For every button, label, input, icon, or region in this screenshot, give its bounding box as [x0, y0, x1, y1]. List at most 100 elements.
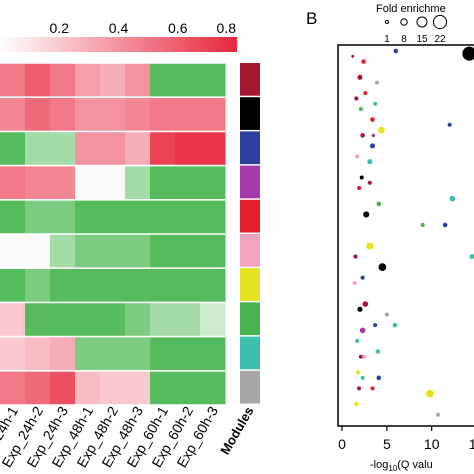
scatter-point	[426, 389, 434, 398]
heatmap-cells	[0, 63, 226, 406]
heatmap-cell	[175, 199, 201, 235]
colorbar-ticks: 0.2 0.4 0.6 0.8	[50, 20, 237, 36]
scatter-point	[363, 91, 368, 96]
module-color-bar	[240, 234, 260, 267]
x-axis-ticks: 0 5 10 15	[338, 426, 474, 452]
heatmap-cell	[0, 131, 26, 167]
heatmap-cell	[125, 165, 151, 201]
heatmap-cell	[0, 234, 26, 269]
scatter-point	[449, 195, 456, 202]
heatmap-cell	[50, 63, 76, 98]
scatter-point	[378, 263, 387, 271]
heatmap-cell	[25, 131, 51, 167]
heatmap-cell	[0, 370, 26, 406]
size-legend-circle	[416, 16, 428, 28]
heatmap-cell	[200, 63, 226, 98]
scatter-point	[370, 386, 375, 391]
heatmap-cell	[75, 131, 101, 167]
size-legend-label: 8	[401, 34, 407, 45]
scatter-point	[355, 154, 360, 159]
heatmap-cell	[125, 199, 151, 235]
colorbar-tick-label: 0.8	[217, 20, 237, 36]
scatter-point	[374, 80, 380, 85]
scatter-point	[447, 122, 452, 127]
heatmap-cell	[75, 336, 101, 372]
plot-frame	[337, 44, 474, 427]
scatter-point	[370, 117, 375, 122]
heatmap-cell	[175, 97, 201, 132]
heatmap-cell	[25, 370, 51, 406]
heatmap-cell	[175, 268, 201, 303]
heatmap-cell	[150, 131, 176, 167]
heatmap-cell	[25, 302, 51, 338]
module-color-bar	[240, 268, 260, 301]
module-color-bar	[240, 199, 260, 233]
module-color-bar	[240, 131, 260, 165]
module-color-bar	[240, 63, 260, 96]
heatmap-cell	[0, 97, 26, 132]
scatter-point	[356, 370, 361, 375]
heatmap-grid	[0, 62, 239, 406]
heatmap-cell	[125, 63, 151, 98]
heatmap-cell	[75, 302, 101, 338]
heatmap-cell	[50, 370, 76, 406]
heatmap-cell	[100, 97, 126, 132]
scatter-point	[362, 354, 367, 359]
heatmap-cell	[25, 268, 51, 303]
module-color-bar	[240, 370, 260, 404]
heatmap-cell	[50, 302, 76, 338]
scatter-point	[357, 74, 363, 80]
x-tick-label: 10	[424, 436, 440, 452]
heatmap-cell	[150, 234, 176, 269]
scatter-point	[367, 180, 372, 185]
scatter-point	[378, 126, 385, 134]
x-tick-label: 15	[469, 436, 474, 452]
module-color-bar	[240, 336, 260, 370]
colorbar-tick-label: 0.6	[168, 20, 188, 36]
scatter-point	[353, 254, 358, 259]
size-legend-label: 1	[384, 34, 390, 45]
size-legend: 1 8 15 22	[384, 14, 448, 45]
scatter-point	[371, 133, 376, 138]
heatmap-cell	[200, 336, 226, 372]
scatter-point	[354, 96, 359, 101]
scatter-point	[359, 175, 364, 180]
heatmap-panel: 0.2 0.4 0.6 0.8 24h-1Exp_24h-2Exp_24h-3Exp_…	[0, 20, 260, 470]
heatmap-cell	[50, 268, 76, 303]
panel-label-b: B	[306, 9, 317, 28]
heatmap-cell	[25, 234, 51, 269]
heatmap-cell	[50, 131, 76, 167]
heatmap-cell	[200, 97, 226, 132]
scatter-point	[357, 306, 363, 312]
heatmap-cell	[175, 370, 201, 406]
heatmap-cell	[125, 234, 151, 269]
heatmap-cell	[75, 370, 101, 406]
heatmap-cell	[200, 268, 226, 303]
column-labels: 24h-1Exp_24h-2Exp_24h-3Exp_48h-1Exp_48h-…	[0, 403, 221, 470]
size-legend-circle	[400, 18, 408, 26]
scatter-point	[358, 106, 363, 112]
scatter-point	[351, 54, 355, 58]
x-tick-label: 5	[383, 436, 391, 452]
heatmap-cell	[200, 165, 226, 201]
scatter-point	[376, 201, 382, 207]
heatmap-cell	[75, 268, 101, 303]
heatmap-cell	[0, 199, 26, 235]
scatter-point	[352, 280, 357, 285]
heatmap-cell	[100, 199, 126, 235]
heatmap-cell	[75, 63, 101, 98]
heatmap-cell	[75, 165, 101, 201]
scatter-point	[375, 349, 381, 354]
heatmap-cell	[200, 302, 226, 338]
heatmap-cell	[100, 302, 126, 338]
heatmap-cell	[175, 336, 201, 372]
scatter-point	[357, 186, 362, 191]
scatter-point	[373, 323, 378, 328]
colorbar-tick-label: 0.4	[109, 20, 129, 36]
heatmap-cell	[75, 199, 101, 235]
heatmap-cell	[25, 165, 51, 201]
heatmap-cell	[25, 63, 51, 98]
heatmap-cell	[100, 63, 126, 98]
x-axis-label-rest: (Q valu	[397, 459, 432, 471]
